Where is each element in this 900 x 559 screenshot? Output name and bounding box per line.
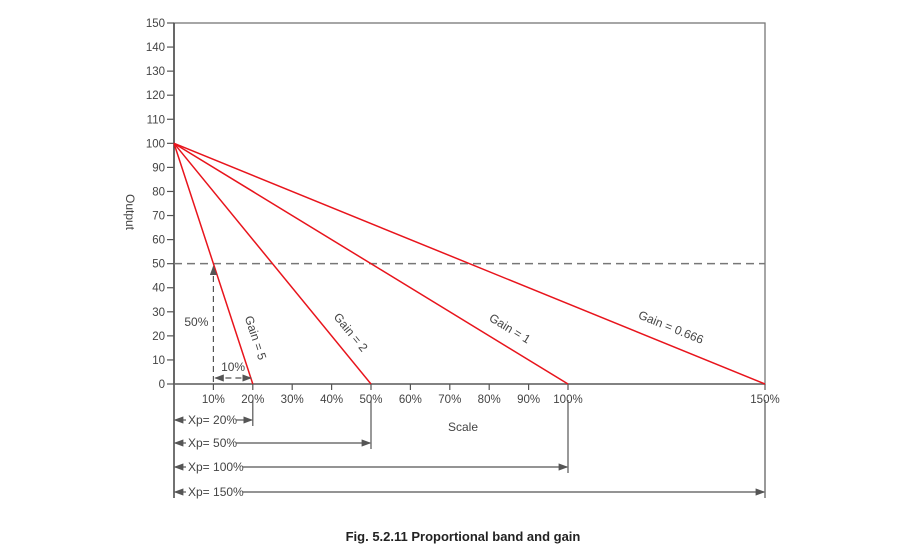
y-tick-label: 120 [146, 90, 165, 102]
proportional-band-label: Xp= 20% [188, 413, 237, 427]
series-line [173, 142, 569, 385]
x-tick-label: 80% [478, 394, 501, 406]
series-label: Gain = 2 [331, 310, 371, 354]
y-tick-label: 30 [152, 307, 165, 319]
y-tick-label: 100 [146, 138, 165, 150]
figure-caption: Fig. 5.2.11 Proportional band and gain [346, 529, 581, 544]
proportional-band-label: Xp= 150% [188, 485, 244, 499]
y-tick-label: 70 [152, 211, 165, 223]
y-tick-label: 130 [146, 66, 165, 78]
x-tick-label: 30% [281, 394, 304, 406]
series-line [173, 142, 766, 385]
series-label: Gain = 5 [242, 314, 270, 362]
series-label: Gain = 1 [487, 311, 534, 347]
series-line [173, 142, 372, 385]
y-tick-label: 40 [152, 283, 165, 295]
y-tick-label: 150 [146, 18, 165, 30]
y-tick-label: 90 [152, 162, 165, 174]
y-tick-label: 20 [152, 331, 165, 343]
y-tick-label: 50 [152, 259, 165, 271]
y-tick-label: 60 [152, 235, 165, 247]
vertical-dimension-label: 50% [184, 315, 208, 329]
series-label: Gain = 0.666 [636, 308, 706, 347]
x-tick-label: 90% [517, 394, 540, 406]
y-tick-label: 10 [152, 355, 165, 367]
y-axis-label: Output [123, 194, 137, 231]
x-tick-label: 70% [438, 394, 461, 406]
proportional-band-label: Xp= 100% [188, 460, 244, 474]
y-tick-label: 140 [146, 42, 165, 54]
proportional-band-label: Xp= 50% [188, 436, 237, 450]
y-tick-label: 0 [159, 379, 165, 391]
y-tick-label: 110 [147, 114, 165, 126]
x-tick-label: 60% [399, 394, 422, 406]
x-tick-label: 40% [320, 394, 343, 406]
series-line [173, 143, 254, 385]
horizontal-dimension-label: 10% [221, 360, 245, 374]
x-axis-label: Scale [448, 420, 478, 434]
x-tick-label: 10% [202, 394, 225, 406]
y-tick-label: 80 [152, 186, 165, 198]
